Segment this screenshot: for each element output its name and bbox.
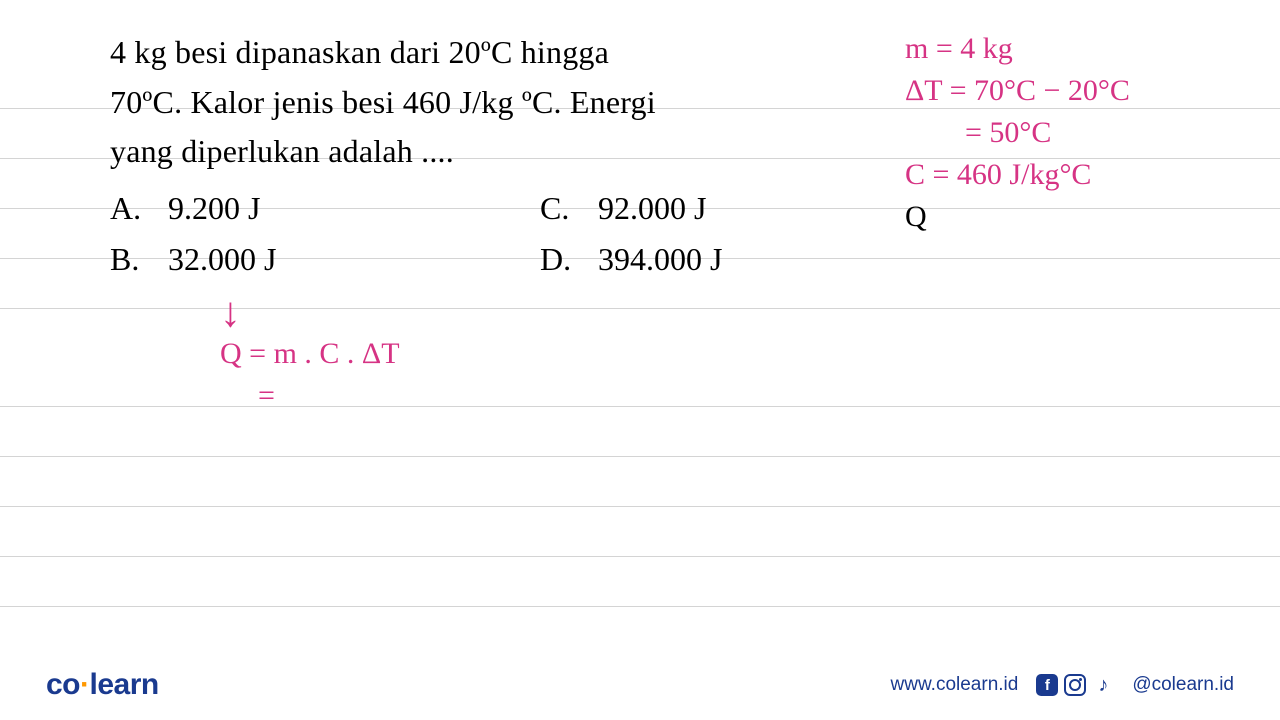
ruled-line (0, 506, 1280, 507)
question-line-2: 70ºC. Kalor jenis besi 460 J/kg ºC. Ener… (110, 78, 880, 128)
tiktok-icon: ♪ (1092, 674, 1114, 696)
down-arrow-icon: ↓ (220, 295, 400, 333)
question-line-3: yang diperlukan adalah .... (110, 127, 880, 177)
handwriting-right: m = 4 kg ΔT = 70°C − 20°C = 50°C C = 460… (905, 28, 1245, 238)
ruled-line (0, 308, 1280, 309)
facebook-icon: f (1036, 674, 1058, 696)
footer-url: www.colearn.id (891, 674, 1019, 696)
option-b-label: B. (110, 234, 160, 285)
hw-delta-t: ΔT = 70°C − 20°C (905, 70, 1245, 112)
question-block: 4 kg besi dipanaskan dari 20ºC hingga 70… (110, 28, 880, 285)
option-b-value: 32.000 J (168, 241, 276, 277)
logo-part1: co (46, 668, 80, 701)
hw-equals: = (220, 375, 400, 417)
options-grid: A. 9.200 J C. 92.000 J B. 32.000 J D. 39… (110, 183, 880, 285)
ruled-line (0, 606, 1280, 607)
instagram-icon (1064, 674, 1086, 696)
ruled-line (0, 406, 1280, 407)
handwriting-work: ↓ Q = m . C . ΔT = (220, 295, 400, 417)
hw-delta-t-result: = 50°C (905, 112, 1245, 154)
footer: co·learn www.colearn.id f ♪ @colearn.id (0, 658, 1280, 720)
hw-mass: m = 4 kg (905, 28, 1245, 70)
colearn-logo: co·learn (46, 668, 159, 702)
option-c-label: C. (540, 183, 590, 234)
ruled-line (0, 456, 1280, 457)
logo-dot-icon: · (80, 668, 90, 701)
option-d-value: 394.000 J (598, 241, 722, 277)
ruled-line (0, 556, 1280, 557)
logo-part2: learn (90, 668, 159, 701)
hw-q-symbol: Q (905, 196, 1245, 238)
option-a-label: A. (110, 183, 160, 234)
footer-handle: @colearn.id (1132, 674, 1234, 696)
footer-right: www.colearn.id f ♪ @colearn.id (891, 674, 1234, 696)
option-c-value: 92.000 J (598, 190, 706, 226)
question-line-1: 4 kg besi dipanaskan dari 20ºC hingga (110, 28, 880, 78)
social-icons: f ♪ (1036, 674, 1114, 696)
option-d-label: D. (540, 234, 590, 285)
option-a-value: 9.200 J (168, 190, 260, 226)
hw-equation: Q = m . C . ΔT (220, 333, 400, 375)
hw-specific-heat: C = 460 J/kg°C (905, 154, 1245, 196)
